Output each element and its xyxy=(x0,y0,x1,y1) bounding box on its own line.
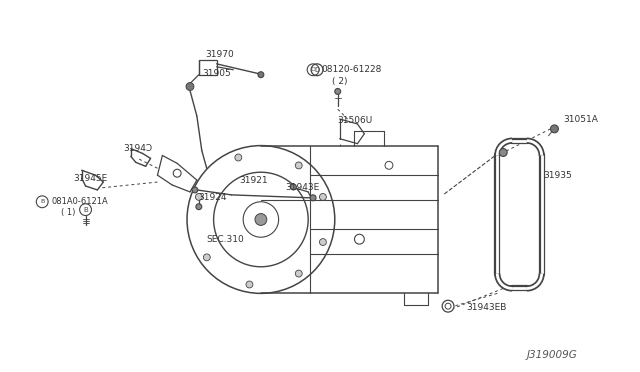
Text: 31943EB: 31943EB xyxy=(466,303,506,312)
Circle shape xyxy=(246,281,253,288)
Text: ( 1): ( 1) xyxy=(61,208,76,217)
Circle shape xyxy=(186,83,194,90)
Bar xyxy=(199,60,216,75)
Text: ( 2): ( 2) xyxy=(332,77,348,86)
Text: B: B xyxy=(83,206,88,213)
Text: 31943E: 31943E xyxy=(285,183,320,192)
Circle shape xyxy=(196,204,202,210)
Text: 31970: 31970 xyxy=(205,49,234,58)
Text: 08120-61228: 08120-61228 xyxy=(321,65,381,74)
Circle shape xyxy=(335,89,340,94)
Circle shape xyxy=(258,72,264,78)
Text: 081A0-6121A: 081A0-6121A xyxy=(51,197,108,206)
Circle shape xyxy=(235,154,242,161)
Text: 31945E: 31945E xyxy=(74,174,108,183)
Circle shape xyxy=(319,238,326,246)
Circle shape xyxy=(319,193,326,201)
Text: B: B xyxy=(40,199,44,204)
Text: J319009G: J319009G xyxy=(527,350,578,360)
Circle shape xyxy=(192,187,198,193)
Text: 31935: 31935 xyxy=(543,171,572,180)
Text: 31506U: 31506U xyxy=(338,116,373,125)
Circle shape xyxy=(295,162,302,169)
Text: 31051A: 31051A xyxy=(563,115,598,124)
Circle shape xyxy=(204,254,211,261)
Text: 31921: 31921 xyxy=(239,176,268,185)
Text: 31905: 31905 xyxy=(202,69,230,78)
Text: D: D xyxy=(310,67,316,72)
Text: D: D xyxy=(314,67,319,73)
Circle shape xyxy=(291,184,296,190)
Text: 31924: 31924 xyxy=(198,193,227,202)
Circle shape xyxy=(550,125,558,133)
Circle shape xyxy=(255,214,267,225)
Circle shape xyxy=(310,195,316,201)
Text: SEC.310: SEC.310 xyxy=(207,235,244,244)
Circle shape xyxy=(295,270,302,277)
Circle shape xyxy=(195,193,202,201)
Circle shape xyxy=(499,148,507,157)
Text: 3194Ɔ: 3194Ɔ xyxy=(123,144,152,153)
